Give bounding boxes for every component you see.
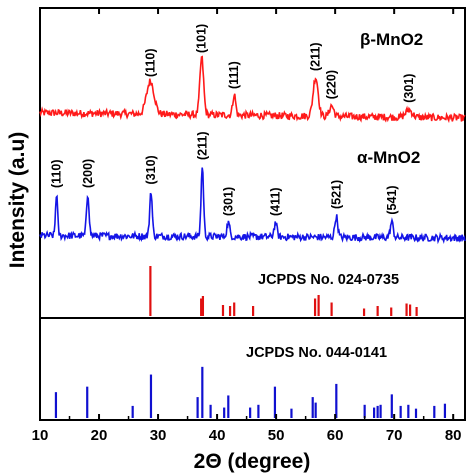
series-label-beta-text: β-MnO2: [360, 30, 423, 49]
series-label-beta: β-MnO2: [360, 30, 423, 49]
x-tick-label: 80: [445, 427, 462, 444]
series-label-alpha-text: α-MnO2: [357, 148, 420, 167]
series-line-1: [39, 167, 466, 245]
ref-label-1: JCPDS No. 024-0735: [258, 272, 399, 288]
peak-label: (541): [385, 185, 399, 214]
peak-label: (111): [227, 61, 241, 89]
x-tick-label: 70: [386, 427, 403, 444]
x-tick-label: 50: [268, 427, 285, 444]
peak-label: (521): [329, 180, 343, 209]
peak-label: (211): [309, 43, 323, 72]
reference-patterns: [54, 266, 447, 418]
x-tick-label: 10: [32, 427, 49, 444]
x-tick-label: 40: [209, 427, 226, 444]
x-tick-label: 20: [91, 427, 108, 444]
peak-annotations: (110)(101)(111)(211)(220) (301)(110) (200)…: [50, 24, 416, 216]
y-axis-label: Intensity (a.u): [6, 132, 29, 269]
peak-label: (301): [402, 74, 416, 103]
peak-label: (101): [195, 24, 209, 53]
diffraction-curves: [39, 55, 466, 245]
peak-label: (200): [81, 159, 95, 188]
x-tick-label: 60: [327, 427, 344, 444]
peak-label: (110): [50, 160, 64, 189]
series-line-0: [39, 55, 466, 124]
peak-label: (211): [195, 132, 209, 161]
peak-label: (411): [269, 188, 283, 217]
series-label-alpha: α-MnO2: [357, 148, 420, 167]
peak-label: (220): [325, 70, 339, 99]
plot-frame-bottom: [39, 317, 466, 421]
peak-label: (110): [143, 49, 157, 78]
x-axis: 10 20 30 40 50 60 70 80: [32, 8, 462, 444]
x-tick-label: 30: [150, 427, 167, 444]
peak-label: (301): [221, 187, 235, 216]
ref-label-2: JCPDS No. 044-0141: [246, 345, 387, 361]
peak-label: (310): [144, 155, 158, 184]
x-axis-label: 2Θ (degree): [194, 450, 311, 473]
